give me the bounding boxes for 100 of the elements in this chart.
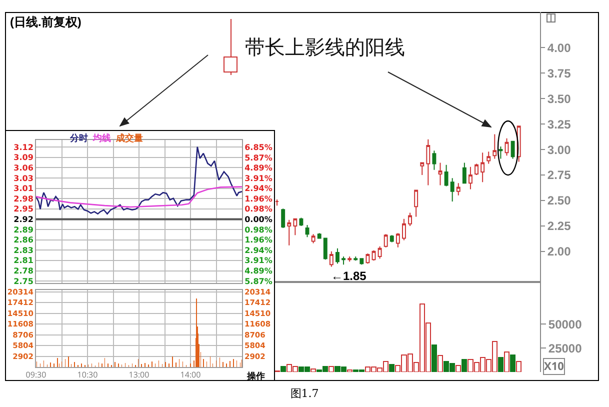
y-tick-label: 3.06 — [14, 164, 34, 173]
candlestick — [510, 140, 515, 160]
bar — [504, 351, 510, 372]
bar — [498, 357, 504, 372]
y-tick-label: 2.89 — [14, 225, 34, 234]
candlestick — [384, 234, 388, 248]
y2-tick-label: 0.00% — [244, 215, 272, 224]
y-tick-label: 2.95 — [14, 204, 34, 214]
bar — [310, 368, 316, 372]
y2-tick-label: 0.98% — [244, 204, 272, 214]
y2-tick-label: 4.89% — [244, 164, 272, 173]
y-tick-label: 3.01 — [14, 184, 34, 194]
x-tick-label: 09:30 — [26, 370, 47, 381]
y2-tick-label: 2.94% — [244, 184, 272, 194]
candlestick — [426, 138, 430, 186]
candlestick — [323, 238, 328, 260]
bar — [389, 364, 395, 372]
y-tick-label: 50000 — [548, 317, 582, 332]
y2-tick-label: 5.87% — [244, 276, 272, 286]
candlestick — [336, 248, 340, 264]
annotation: ←1.85 — [331, 269, 367, 283]
text: 均线 — [93, 134, 111, 144]
y-tick-label: 2.75 — [14, 277, 34, 286]
caption: 图1.7 — [289, 386, 320, 401]
candlestick — [287, 219, 292, 246]
candlestick — [281, 208, 286, 228]
y2-tick-label: 3.91% — [244, 174, 272, 183]
y-tick-label: 2.78 — [14, 266, 34, 276]
text: X10 — [544, 359, 564, 374]
candlestick — [414, 190, 418, 218]
candlestick — [432, 150, 436, 170]
y-tick-label: 3.50 — [547, 92, 572, 106]
y2-tick-label: 6.85% — [244, 142, 272, 152]
text: 分时 — [70, 134, 88, 144]
candlestick — [293, 218, 298, 236]
y-tick-label: 3.12 — [14, 143, 34, 152]
candlestick — [378, 246, 382, 260]
candlestick — [486, 151, 491, 164]
y-tick-label: 2.75 — [547, 168, 572, 182]
candlestick — [311, 234, 316, 244]
y-tick-label: 25000 — [548, 341, 582, 356]
candlestick — [438, 162, 442, 186]
y2-tick-label: 1.96% — [244, 194, 272, 204]
bar — [431, 344, 437, 372]
candlestick — [498, 146, 503, 160]
text: (日线.前复权) — [10, 15, 82, 29]
candlestick — [474, 163, 479, 176]
bar — [462, 359, 468, 372]
y2-tick-label: 0.98% — [244, 225, 272, 234]
x-tick-label: 13:00 — [128, 370, 150, 381]
candlestick — [468, 166, 472, 190]
bar — [437, 355, 444, 372]
y2-tick-label: 4.89% — [244, 266, 272, 276]
x-tick-label: 10:30 — [77, 370, 98, 381]
y-tick-label: 2.86 — [14, 236, 34, 245]
y-tick-label: 2.25 — [547, 219, 572, 234]
annotation: 带长上影线的阳线 — [245, 35, 405, 59]
candlestick — [275, 198, 280, 206]
y-tick-label: 3.03 — [14, 174, 34, 183]
y-tick-label: 2.50 — [547, 194, 572, 208]
candlestick — [462, 162, 466, 184]
y2-tick-label: 3.91% — [244, 256, 272, 266]
candlestick — [408, 212, 412, 226]
y2-tick-label: 2.94% — [244, 246, 272, 255]
candlestick — [402, 218, 406, 241]
candlestick — [480, 152, 485, 183]
candlestick — [317, 232, 322, 239]
candlestick — [456, 182, 460, 196]
candlestick — [305, 224, 310, 238]
y-tick-label: 3.25 — [547, 117, 572, 132]
candlestick — [354, 256, 358, 262]
candlestick — [450, 178, 454, 202]
y2-tick-label: 5.87% — [244, 153, 272, 162]
line-series — [36, 186, 242, 208]
y-tick-label: 4.00 — [547, 40, 572, 55]
candlestick — [492, 134, 497, 160]
y-tick-label: 2.83 — [14, 246, 34, 256]
candlestick — [348, 256, 352, 262]
candlestick — [444, 164, 448, 187]
bar — [516, 360, 522, 372]
text: 成交量 — [116, 134, 143, 144]
candlestick — [342, 256, 346, 266]
y-tick-label: 2.92 — [14, 215, 34, 224]
candlestick — [329, 250, 334, 268]
x-tick-label: 14:00 — [180, 370, 202, 381]
y-tick-label: 3.00 — [547, 142, 572, 157]
text: 操作 — [246, 369, 265, 382]
candlestick — [420, 162, 424, 176]
y-tick-label: 2.98 — [14, 194, 34, 204]
y-tick-label: 2.00 — [547, 244, 572, 259]
y-tick-label: 2.81 — [14, 256, 34, 266]
candlestick — [390, 234, 394, 243]
candlestick — [504, 138, 509, 156]
candlestick — [360, 258, 364, 266]
bar — [456, 364, 462, 372]
bar — [328, 366, 334, 372]
bar — [510, 354, 516, 372]
bar — [280, 366, 286, 372]
y-tick-label: 3.09 — [14, 153, 34, 162]
y-tick-label: 3.75 — [547, 66, 572, 80]
